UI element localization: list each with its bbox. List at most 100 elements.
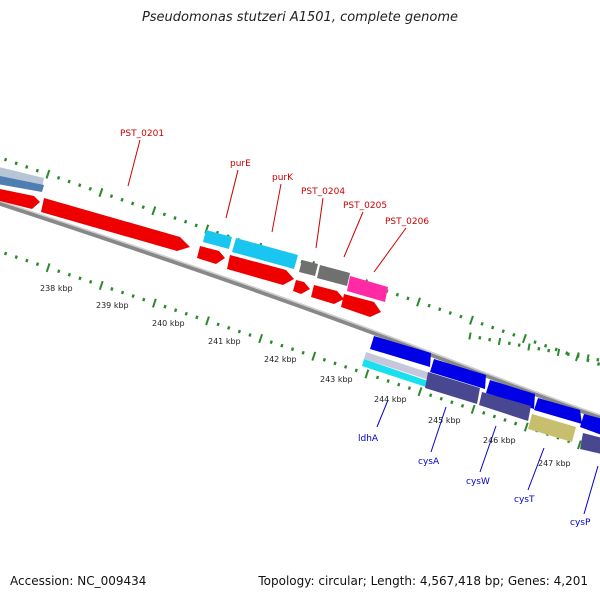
gene-label-PST_0201[interactable]: PST_0201 (120, 129, 164, 139)
minor-tick (35, 262, 40, 267)
minor-tick (517, 343, 521, 347)
major-tick (45, 263, 51, 273)
cds-cysP[interactable] (580, 414, 600, 438)
gene-label-PST_0206[interactable]: PST_0206 (385, 217, 429, 227)
minor-tick (110, 287, 114, 291)
callout-line-purE (225, 169, 239, 219)
feature-purK[interactable] (232, 238, 298, 269)
minor-tick (120, 290, 125, 295)
minor-tick (554, 347, 558, 352)
major-tick (416, 297, 421, 307)
minor-tick (543, 343, 548, 348)
callout-line-cysW (479, 425, 497, 473)
gene-label-PST_0204[interactable]: PST_0204 (301, 187, 345, 197)
major-tick (151, 206, 157, 216)
callout-line-cysP (583, 465, 599, 515)
minor-tick (78, 276, 82, 281)
gene-label-cysW[interactable]: cysW (466, 477, 490, 487)
minor-tick (142, 297, 146, 302)
minor-tick (565, 351, 569, 356)
kbp-label: 240 kbp (152, 319, 185, 328)
minor-tick (141, 205, 145, 210)
feature-ldhA-cyan[interactable] (362, 359, 428, 387)
cds-PST_0204[interactable] (293, 280, 310, 294)
callouts-bottom (376, 399, 599, 515)
minor-tick (290, 347, 295, 352)
major-tick (497, 337, 502, 346)
kbp-label: 247 kbp (538, 459, 571, 468)
minor-tick (491, 325, 495, 330)
minor-tick (576, 354, 580, 358)
minor-tick (109, 194, 114, 199)
cds-PST_0205[interactable] (311, 285, 344, 304)
kbp-label: 243 kbp (320, 375, 353, 384)
major-tick (522, 333, 527, 344)
gene-label-purE[interactable]: purE (230, 159, 251, 169)
cds-cysT[interactable] (534, 398, 582, 424)
minor-tick (88, 186, 92, 191)
minor-tick (227, 326, 231, 330)
cds-red-1[interactable] (0, 188, 40, 209)
feature-ldhA-strip[interactable] (364, 352, 430, 380)
minor-tick (67, 179, 71, 184)
gene-label-cysA[interactable]: cysA (418, 457, 440, 467)
genome-backbone (0, 200, 600, 420)
cds-cysA[interactable] (430, 359, 486, 389)
callout-line-PST_0206 (373, 227, 407, 273)
genome-summary-text: Topology: circular; Length: 4,567,418 bp… (258, 574, 588, 588)
feature-purE[interactable] (203, 230, 232, 249)
minor-tick (88, 279, 93, 284)
minor-tick (537, 346, 541, 351)
genome-backbone-highlight (0, 200, 600, 416)
labels-top: PST_0201 purE purK PST_0204 PST_0205 PST… (120, 129, 429, 227)
cds-cysW[interactable] (486, 380, 535, 409)
major-tick (311, 351, 317, 361)
callout-line-purK (271, 183, 282, 233)
minor-tick (130, 201, 135, 206)
gene-label-purK[interactable]: purK (272, 173, 294, 183)
minor-tick (194, 223, 198, 228)
feature-PST_0205-b[interactable] (347, 276, 388, 302)
gene-label-cysP[interactable]: cysP (570, 518, 591, 528)
minor-tick (482, 411, 486, 415)
minor-tick (131, 294, 135, 298)
feature-PST_0205-a[interactable] (317, 265, 350, 286)
feature-cysP-band[interactable] (580, 433, 600, 456)
minor-tick (14, 255, 18, 259)
feature-block-steel[interactable] (0, 175, 44, 192)
kbp-label: 238 kbp (40, 284, 73, 293)
major-tick (205, 316, 210, 326)
cds-purE[interactable] (197, 246, 225, 264)
feature-cysT-band[interactable] (528, 414, 576, 442)
major-tick (586, 354, 590, 362)
minor-tick (450, 400, 454, 405)
minor-tick (3, 251, 8, 256)
feature-PST_0204[interactable] (299, 260, 318, 276)
minor-tick (407, 386, 412, 391)
gene-label-cysT[interactable]: cysT (514, 495, 535, 505)
callout-line-cysT (527, 447, 545, 491)
labels-bottom: ldhA cysA cysW cysT cysP (358, 434, 591, 528)
minor-tick (512, 332, 516, 337)
minor-tick (25, 165, 29, 169)
cds-PST_0206[interactable] (341, 294, 381, 317)
feature-cysA-band[interactable] (425, 372, 480, 404)
cds-ldhA[interactable] (370, 336, 431, 367)
feature-cysW-band[interactable] (479, 392, 531, 421)
major-tick (98, 280, 104, 291)
minor-tick (439, 396, 443, 401)
accession-text: Accession: NC_009434 (10, 574, 147, 588)
major-tick (152, 298, 157, 308)
minor-tick (78, 183, 82, 188)
cds-PST_0201[interactable] (41, 198, 190, 251)
gene-label-ldhA[interactable]: ldhA (358, 434, 379, 444)
minor-tick (173, 216, 177, 220)
minor-tick (406, 296, 410, 301)
minor-tick (503, 418, 507, 422)
minor-tick (3, 157, 8, 162)
callout-line-ldhA (376, 399, 389, 428)
cds-purK[interactable] (227, 255, 294, 285)
gene-label-PST_0205[interactable]: PST_0205 (343, 201, 387, 211)
scale-labels: 238 kbp 239 kbp 240 kbp 241 kbp 242 kbp … (40, 284, 571, 468)
